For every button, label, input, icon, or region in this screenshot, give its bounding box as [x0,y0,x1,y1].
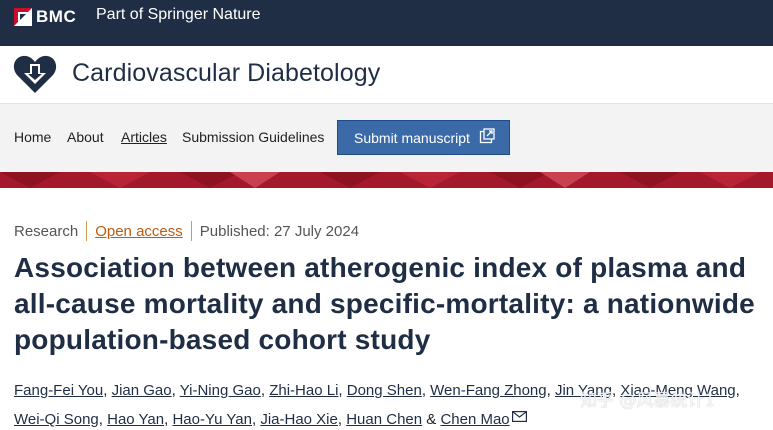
email-icon[interactable] [511,404,527,430]
journal-header: Cardiovascular Diabetology [0,46,773,104]
author-link[interactable]: Chen Mao [440,411,510,428]
submit-manuscript-button[interactable]: Submit manuscript [337,120,510,155]
article-type: Research [14,222,79,240]
external-link-icon [479,128,495,147]
heart-arrow-logo-icon[interactable] [13,53,57,100]
author-link[interactable]: Wen-Fang Zhong [430,382,547,399]
author-link[interactable]: Zhi-Hao Li [269,382,339,399]
nav-home-link[interactable]: Home [14,129,52,145]
author-link[interactable]: Dong Shen [346,382,422,399]
meta-divider [190,221,192,241]
author-link[interactable]: Huan Chen [346,411,423,428]
journal-title[interactable]: Cardiovascular Diabetology [72,59,381,87]
author-link[interactable]: Hao-Yu Yan [172,411,252,428]
springer-nature-tagline[interactable]: Part of Springer Nature [96,6,261,23]
banner-pattern [0,172,773,188]
author-list: Fang-Fei You, Jian Gao, Yi-Ning Gao, Zhi… [14,377,773,430]
top-bar: BMC Part of Springer Nature [0,0,773,46]
author-link[interactable]: Yi-Ning Gao [179,382,261,399]
author-link[interactable]: Fang-Fei You [14,382,104,399]
open-access-link[interactable]: Open access [95,222,183,240]
author-link[interactable]: Wei-Qi Song [14,411,99,428]
nav-about-link[interactable]: About [67,129,104,145]
meta-divider [86,221,88,241]
published-date: Published: 27 July 2024 [199,222,360,240]
submit-manuscript-label: Submit manuscript [354,129,470,146]
nav-submission-guidelines-link[interactable]: Submission Guidelines [182,129,325,145]
journal-banner [0,172,773,188]
article-title: Association between atherogenic index of… [14,252,755,355]
author-link[interactable]: Jia-Hao Xie [260,411,338,428]
article-meta: Research Open access Published: 27 July … [14,221,359,241]
main-nav: Home About Articles Submission Guideline… [0,104,773,172]
bmc-logo[interactable]: BMC [14,7,76,27]
author-link[interactable]: Jin Yang [554,382,612,399]
author-link[interactable]: Jian Gao [111,382,172,399]
bmc-brand-text: BMC [36,7,77,26]
author-link[interactable]: Hao Yan [107,411,165,428]
nav-articles-link[interactable]: Articles [121,129,167,145]
watermark-text: 知乎 @风暴统计1 [580,391,716,411]
author-link[interactable]: Xiao-Meng Wang [620,382,736,399]
bmc-logo-icon [14,8,32,26]
